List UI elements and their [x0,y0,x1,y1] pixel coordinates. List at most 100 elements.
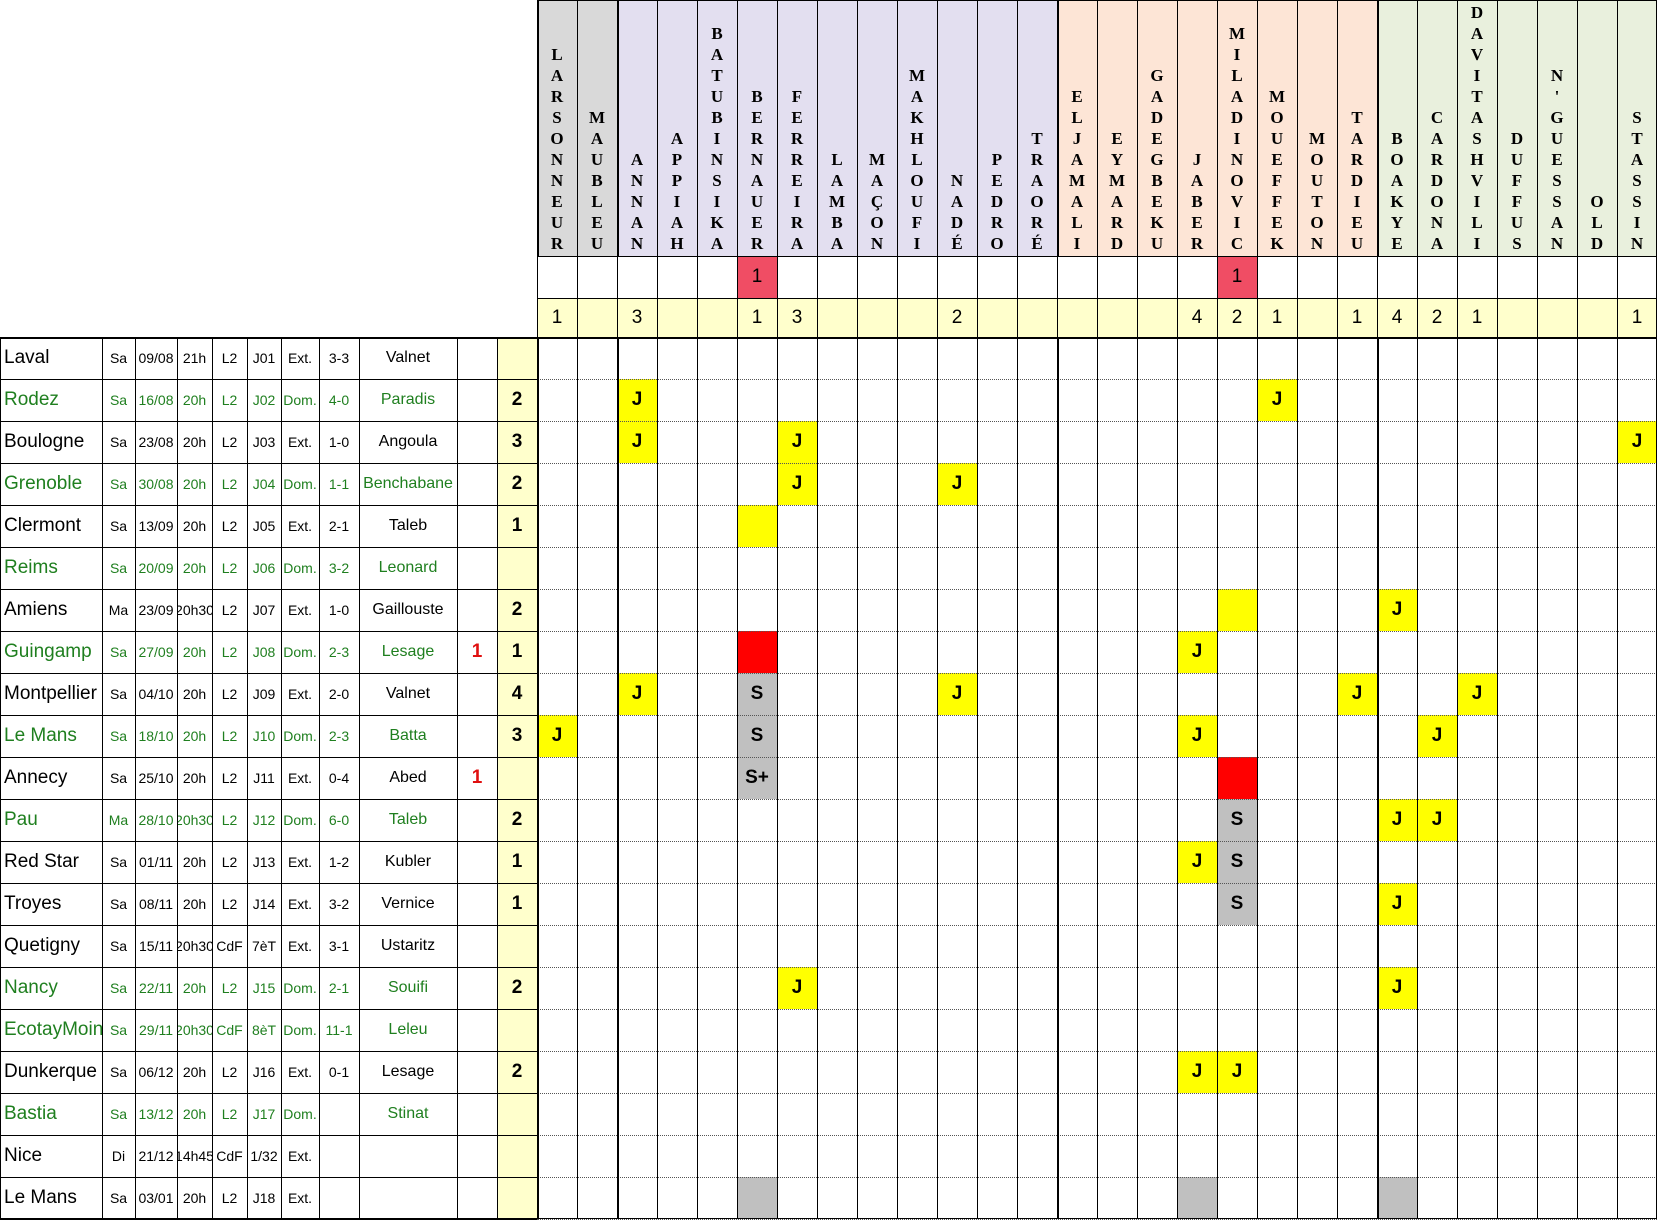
competition-12: L2 [221,854,238,870]
match-date-14: 15/11 [139,938,173,954]
grid-line-col [937,256,938,337]
player-red-count-23 [1457,256,1497,298]
grid-line-col [1417,337,1418,1219]
team-name-17: Dunkerque [4,1061,97,1082]
cards-count-14 [497,925,537,967]
grid-line-col-hdr [657,0,658,256]
grid-line-col [1457,256,1458,337]
player-total-12 [1017,298,1057,337]
round-3: J04 [252,476,276,492]
team-name-4: Clermont [4,515,82,536]
grid-line-col [177,337,178,1219]
player-red-count-2 [617,256,657,298]
player-match-mark: S [1217,841,1257,883]
player-red-count-16 [1177,256,1217,298]
venue-12: Ext. [287,854,313,870]
score-20 [319,1177,359,1219]
player-total-21: 4 [1377,298,1417,337]
team-name-11: Pau [4,809,38,830]
competition-5: L2 [221,560,238,576]
grid-line-col [617,337,619,1219]
player-match-mark: J [1177,1051,1217,1093]
grid-line-col-hdr [977,0,978,256]
red-cards-20 [457,1177,497,1219]
competition-1: L2 [221,392,238,408]
player-red-count-25 [1537,256,1577,298]
grid-line-row [0,715,537,716]
red-cards-1 [457,379,497,421]
round-8: J09 [252,686,276,702]
match-time-4: 20h [182,518,207,534]
round-17: J16 [252,1064,276,1080]
match-time-12: 20h [182,854,207,870]
grid-line-col [1337,337,1338,1219]
red-cards-19 [457,1135,497,1177]
competition-13: L2 [221,896,238,912]
player-match-mark: J [1377,883,1417,925]
grid-line-row [0,967,537,968]
player-match-mark [1377,1177,1417,1219]
grid-line-col-hdr [1497,0,1498,256]
grid-line-row [0,589,537,590]
grid-line-col [857,337,858,1219]
round-11: J12 [252,812,276,828]
grid-line-col [1377,256,1378,337]
referee-9: Batta [389,727,427,744]
score-7: 2-3 [328,644,350,660]
competition-0: L2 [221,350,238,366]
referee-1: Paradis [380,391,436,408]
score-9: 2-3 [328,728,350,744]
player-red-count-5: 1 [737,256,777,298]
match-date-7: 27/09 [138,644,174,660]
referee-7: Lesage [381,643,435,660]
competition-8: L2 [221,686,238,702]
grid-line-col-hdr [817,0,818,256]
grid-line-col-hdr [1057,0,1059,256]
player-total-27: 1 [1617,298,1657,337]
player-total-14 [1097,298,1137,337]
match-day-10: Sa [109,770,128,786]
grid-line-row [0,883,537,884]
cards-count-10 [497,757,537,799]
team-name-10: Annecy [4,767,68,788]
grid-line-col [1537,337,1538,1219]
player-total-26 [1577,298,1617,337]
grid-line-col-hdr [1297,0,1298,256]
match-date-11: 28/10 [138,812,174,828]
player-match-mark: J [1377,799,1417,841]
player-match-mark [1217,757,1257,799]
player-red-count-0 [537,256,577,298]
player-total-3 [657,298,697,337]
cards-count-1: 2 [497,379,537,421]
red-cards-15 [457,967,497,1009]
score-2: 1-0 [328,434,350,450]
player-red-count-3 [657,256,697,298]
venue-6: Ext. [287,602,313,618]
grid-line-col [657,256,658,337]
round-14: 7èT [251,938,277,954]
grid-line-col [1177,256,1178,337]
player-match-mark: J [1177,841,1217,883]
competition-19: CdF [216,1148,243,1164]
score-5: 3-2 [328,560,350,576]
grid-line-col [497,337,498,1219]
match-day-18: Sa [109,1106,128,1122]
match-day-16: Sa [109,1022,128,1038]
referee-14: Ustaritz [380,937,436,954]
player-match-mark: J [937,673,977,715]
grid-line-col [937,337,938,1219]
player-total-15 [1137,298,1177,337]
player-total-5: 1 [737,298,777,337]
red-cards-16 [457,1009,497,1051]
venue-15: Dom. [283,980,317,996]
team-name-19: Nice [4,1145,43,1166]
round-0: J01 [252,350,276,366]
player-match-mark [1177,1177,1217,1219]
